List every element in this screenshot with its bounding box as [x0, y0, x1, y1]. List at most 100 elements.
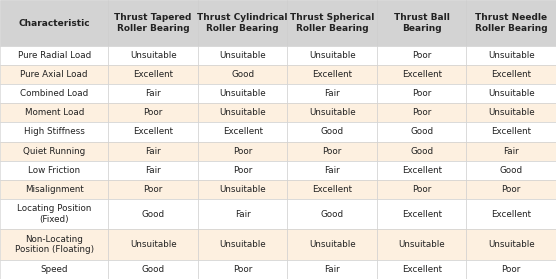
Bar — [466, 65, 556, 84]
Bar — [108, 103, 198, 122]
Bar — [0, 161, 108, 180]
Bar — [198, 84, 287, 103]
Bar — [198, 161, 287, 180]
Bar — [0, 199, 108, 229]
Bar — [198, 122, 287, 141]
Text: Speed: Speed — [41, 265, 68, 274]
Text: Excellent: Excellent — [492, 70, 531, 79]
Bar — [108, 180, 198, 199]
Bar — [287, 141, 377, 161]
Bar — [0, 65, 108, 84]
Bar — [466, 260, 556, 279]
Bar — [198, 199, 287, 229]
Bar — [0, 180, 108, 199]
Text: Excellent: Excellent — [312, 185, 352, 194]
Text: Fair: Fair — [324, 89, 340, 98]
Text: Unsuitable: Unsuitable — [130, 51, 176, 60]
Text: Poor: Poor — [412, 51, 431, 60]
Bar — [377, 46, 466, 65]
Bar — [198, 180, 287, 199]
Bar — [377, 161, 466, 180]
Bar — [287, 229, 377, 260]
Text: Unsuitable: Unsuitable — [220, 89, 266, 98]
Bar — [287, 180, 377, 199]
Bar — [466, 199, 556, 229]
Bar — [287, 122, 377, 141]
Text: Good: Good — [231, 70, 254, 79]
Text: Unsuitable: Unsuitable — [309, 51, 355, 60]
Bar — [466, 180, 556, 199]
Text: Good: Good — [142, 265, 165, 274]
Bar — [0, 229, 108, 260]
Bar — [108, 161, 198, 180]
Text: Poor: Poor — [502, 265, 521, 274]
Bar — [0, 84, 108, 103]
Text: Thrust Spherical
Roller Bearing: Thrust Spherical Roller Bearing — [290, 13, 374, 33]
Text: Thrust Ball
Bearing: Thrust Ball Bearing — [394, 13, 450, 33]
Bar — [287, 161, 377, 180]
Bar — [287, 0, 377, 46]
Bar — [0, 103, 108, 122]
Text: Fair: Fair — [235, 210, 251, 218]
Text: Pure Axial Load: Pure Axial Load — [21, 70, 88, 79]
Bar — [466, 46, 556, 65]
Text: Moment Load: Moment Load — [24, 108, 84, 117]
Bar — [0, 260, 108, 279]
Bar — [377, 180, 466, 199]
Bar — [287, 199, 377, 229]
Text: Low Friction: Low Friction — [28, 166, 80, 175]
Text: Unsuitable: Unsuitable — [309, 240, 355, 249]
Bar — [377, 0, 466, 46]
Text: Quiet Running: Quiet Running — [23, 146, 85, 156]
Bar — [0, 0, 108, 46]
Text: Poor: Poor — [143, 185, 163, 194]
Bar — [108, 0, 198, 46]
Text: Excellent: Excellent — [133, 128, 173, 136]
Text: Poor: Poor — [412, 89, 431, 98]
Bar — [108, 199, 198, 229]
Text: Non-Locating
Position (Floating): Non-Locating Position (Floating) — [14, 235, 94, 254]
Text: Excellent: Excellent — [133, 70, 173, 79]
Text: Good: Good — [500, 166, 523, 175]
Bar — [198, 260, 287, 279]
Bar — [287, 260, 377, 279]
Bar — [466, 103, 556, 122]
Bar — [198, 103, 287, 122]
Bar — [377, 122, 466, 141]
Text: Combined Load: Combined Load — [20, 89, 88, 98]
Text: Poor: Poor — [233, 146, 252, 156]
Text: Good: Good — [321, 128, 344, 136]
Text: Pure Radial Load: Pure Radial Load — [18, 51, 91, 60]
Text: Fair: Fair — [145, 89, 161, 98]
Bar — [0, 141, 108, 161]
Text: Excellent: Excellent — [492, 210, 531, 218]
Text: Fair: Fair — [145, 146, 161, 156]
Text: Unsuitable: Unsuitable — [488, 51, 534, 60]
Bar — [108, 141, 198, 161]
Text: Good: Good — [410, 128, 433, 136]
Text: Unsuitable: Unsuitable — [220, 51, 266, 60]
Text: Excellent: Excellent — [492, 128, 531, 136]
Text: Unsuitable: Unsuitable — [488, 240, 534, 249]
Text: Poor: Poor — [412, 108, 431, 117]
Bar — [466, 122, 556, 141]
Bar — [466, 161, 556, 180]
Bar — [198, 141, 287, 161]
Text: Unsuitable: Unsuitable — [488, 108, 534, 117]
Text: Thrust Tapered
Roller Bearing: Thrust Tapered Roller Bearing — [115, 13, 192, 33]
Text: Poor: Poor — [412, 185, 431, 194]
Text: Unsuitable: Unsuitable — [309, 108, 355, 117]
Bar — [108, 229, 198, 260]
Text: Fair: Fair — [324, 166, 340, 175]
Text: Characteristic: Characteristic — [18, 18, 90, 28]
Bar — [466, 84, 556, 103]
Bar — [377, 141, 466, 161]
Text: Good: Good — [410, 146, 433, 156]
Bar — [108, 65, 198, 84]
Bar — [108, 260, 198, 279]
Bar — [377, 103, 466, 122]
Text: Excellent: Excellent — [402, 210, 441, 218]
Text: Poor: Poor — [143, 108, 163, 117]
Bar — [108, 46, 198, 65]
Bar — [198, 229, 287, 260]
